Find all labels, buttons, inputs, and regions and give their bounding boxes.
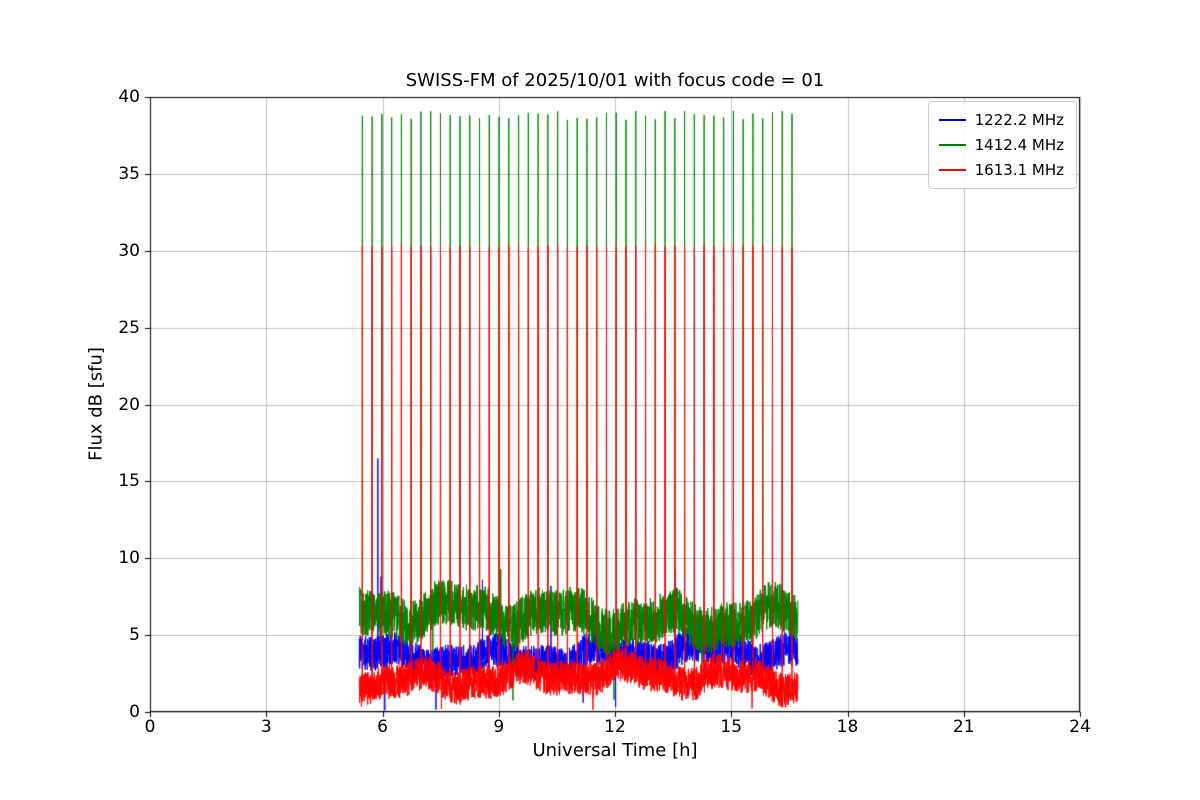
y-tick-label: 25 <box>118 317 140 338</box>
x-tick-label: 12 <box>604 717 626 737</box>
x-axis-label: Universal Time [h] <box>532 740 698 761</box>
x-tick-label: 24 <box>1069 717 1091 737</box>
legend-label: 1222.2 MHz <box>974 111 1064 129</box>
legend-line-swatch <box>938 169 966 171</box>
chart-title: SWISS-FM of 2025/10/01 with focus code =… <box>405 70 825 91</box>
x-tick-label: 9 <box>493 717 505 737</box>
x-tick-label: 15 <box>720 717 743 737</box>
x-tick-label: 6 <box>377 717 388 737</box>
legend-label: 1412.4 MHz <box>974 136 1064 154</box>
y-tick-label: 5 <box>129 625 140 646</box>
y-tick-label: 0 <box>129 702 140 722</box>
y-tick-label: 20 <box>118 394 140 415</box>
x-tick-label: 21 <box>952 717 975 737</box>
x-tick-label: 18 <box>836 717 859 737</box>
legend-item: 1222.2 MHz <box>938 111 1064 129</box>
x-tick-label: 3 <box>260 717 272 737</box>
y-tick-label: 40 <box>118 87 140 107</box>
x-tick-label: 0 <box>144 717 156 737</box>
y-tick-label: 35 <box>118 163 140 184</box>
y-tick-label: 30 <box>118 240 140 261</box>
y-tick-label: 15 <box>118 471 140 492</box>
legend: 1222.2 MHz 1412.4 MHz 1613.1 MHz <box>927 101 1077 189</box>
legend-line-swatch <box>938 144 966 146</box>
legend-line-swatch <box>938 119 966 121</box>
legend-item: 1412.4 MHz <box>938 136 1064 154</box>
y-tick-label: 10 <box>118 548 140 569</box>
legend-item: 1613.1 MHz <box>938 161 1064 179</box>
legend-label: 1613.1 MHz <box>974 161 1064 179</box>
